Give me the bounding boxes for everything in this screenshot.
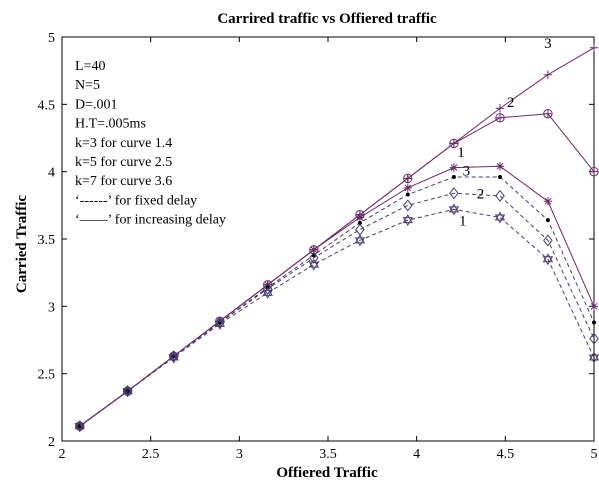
hexstar-marker bbox=[588, 351, 599, 361]
hexstar-marker bbox=[494, 211, 506, 221]
curve-label: 3 bbox=[463, 164, 471, 180]
annotation-line: ‘——’ for increasing delay bbox=[75, 213, 226, 228]
annotation-line: D=.001 bbox=[75, 97, 118, 112]
diamond-marker bbox=[262, 282, 273, 295]
series-5 bbox=[74, 187, 599, 433]
hexstar-marker bbox=[168, 354, 179, 364]
curve-label: 1 bbox=[459, 214, 467, 230]
circle-marker-cross bbox=[403, 174, 412, 183]
diamond-marker bbox=[543, 234, 553, 247]
annotation-line: k=3 for curve 1.4 bbox=[75, 136, 172, 151]
hexstar-marker bbox=[354, 234, 366, 244]
diamond-marker bbox=[214, 316, 225, 329]
curve-label: 2 bbox=[507, 95, 515, 111]
hexstar-marker bbox=[542, 253, 554, 263]
hexstar-marker bbox=[122, 388, 133, 398]
plus-marker bbox=[589, 43, 599, 52]
dot-marker bbox=[451, 175, 456, 180]
x-tick-label: 3 bbox=[236, 447, 243, 462]
y-tick-label: 3 bbox=[48, 300, 55, 315]
star-marker bbox=[263, 280, 272, 289]
circle-marker-cross bbox=[543, 109, 553, 118]
plot-area: 2 2.5 3 3.5 4 4.5 522.533.544.55 321321L=40N=5D… bbox=[38, 31, 599, 462]
star-marker bbox=[309, 245, 319, 254]
y-tick-label: 2 bbox=[48, 435, 55, 450]
circle-marker-cross bbox=[449, 139, 459, 148]
x-tick-label: 4.5 bbox=[497, 447, 515, 462]
hexstar-marker bbox=[542, 256, 554, 266]
x-tick-label: 5 bbox=[591, 447, 598, 462]
y-tick-label: 4.5 bbox=[38, 98, 56, 113]
star-marker bbox=[543, 197, 553, 206]
y-tick-label: 5 bbox=[48, 31, 55, 46]
y-axis-label: Carried Traffic bbox=[14, 195, 30, 294]
hexstar-marker bbox=[74, 420, 85, 430]
hexstar-marker bbox=[354, 237, 366, 247]
annotation-line: k=7 for curve 3.6 bbox=[75, 174, 172, 189]
diamond-marker bbox=[308, 251, 319, 264]
y-tick-label: 4 bbox=[48, 166, 55, 181]
dot-marker bbox=[592, 320, 596, 325]
hexstar-marker bbox=[122, 385, 133, 395]
curve-label: 3 bbox=[544, 36, 552, 52]
diamond-marker bbox=[589, 332, 599, 345]
x-tick-label: 3.5 bbox=[319, 447, 337, 462]
annotation-line: N=5 bbox=[75, 78, 100, 93]
circle-marker-cross bbox=[589, 167, 599, 176]
annotation-line: H.T=.005ms bbox=[75, 117, 146, 132]
hexstar-marker bbox=[448, 203, 460, 213]
hexstar-marker bbox=[308, 261, 320, 271]
y-tick-label: 2.5 bbox=[38, 368, 56, 383]
star-marker bbox=[495, 162, 505, 171]
dot-marker bbox=[405, 192, 410, 197]
curve-label: 2 bbox=[477, 187, 485, 203]
hexstar-marker bbox=[262, 289, 273, 299]
star-marker bbox=[403, 183, 412, 193]
plus-marker bbox=[543, 70, 553, 79]
star-marker bbox=[355, 213, 365, 222]
hexstar-marker bbox=[168, 351, 179, 361]
x-axis-label: Offiered Traffic bbox=[276, 465, 378, 481]
dot-marker bbox=[498, 175, 503, 180]
star-marker bbox=[589, 302, 599, 311]
diamond-marker bbox=[168, 350, 179, 363]
diamond-marker bbox=[402, 199, 413, 212]
circle-marker-cross bbox=[495, 113, 505, 122]
hexstar-marker bbox=[448, 206, 460, 216]
x-tick-label: 4 bbox=[413, 447, 420, 462]
hexstar-marker bbox=[262, 286, 273, 296]
series-6 bbox=[74, 203, 599, 433]
y-tick-label: 3.5 bbox=[38, 233, 56, 248]
hexstar-marker bbox=[74, 423, 85, 433]
dot-marker bbox=[357, 220, 362, 225]
annotation-line: k=5 for curve 2.5 bbox=[75, 155, 172, 170]
hexstar-marker bbox=[494, 214, 506, 224]
hexstar-marker bbox=[402, 217, 413, 227]
hexstar-marker bbox=[402, 214, 413, 224]
diamond-marker bbox=[495, 189, 505, 202]
hexstar-marker bbox=[308, 258, 320, 268]
plus-marker bbox=[495, 104, 505, 113]
hexstar-marker bbox=[214, 320, 226, 330]
diamond-marker bbox=[449, 187, 459, 200]
x-tick-label: 2 bbox=[59, 447, 66, 462]
annotation-line: ‘------’ for fixed delay bbox=[75, 193, 197, 208]
curve-label: 1 bbox=[457, 145, 465, 161]
hexstar-marker bbox=[588, 354, 599, 364]
dot-marker bbox=[545, 218, 550, 223]
hexstar-marker bbox=[214, 317, 226, 327]
chart-title: Carrired traffic vs Offiered traffic bbox=[217, 11, 437, 27]
star-marker bbox=[449, 163, 459, 172]
series-line bbox=[79, 208, 595, 427]
x-tick-label: 2.5 bbox=[142, 447, 160, 462]
series-line bbox=[79, 192, 595, 427]
annotation-line: L=40 bbox=[75, 59, 105, 74]
